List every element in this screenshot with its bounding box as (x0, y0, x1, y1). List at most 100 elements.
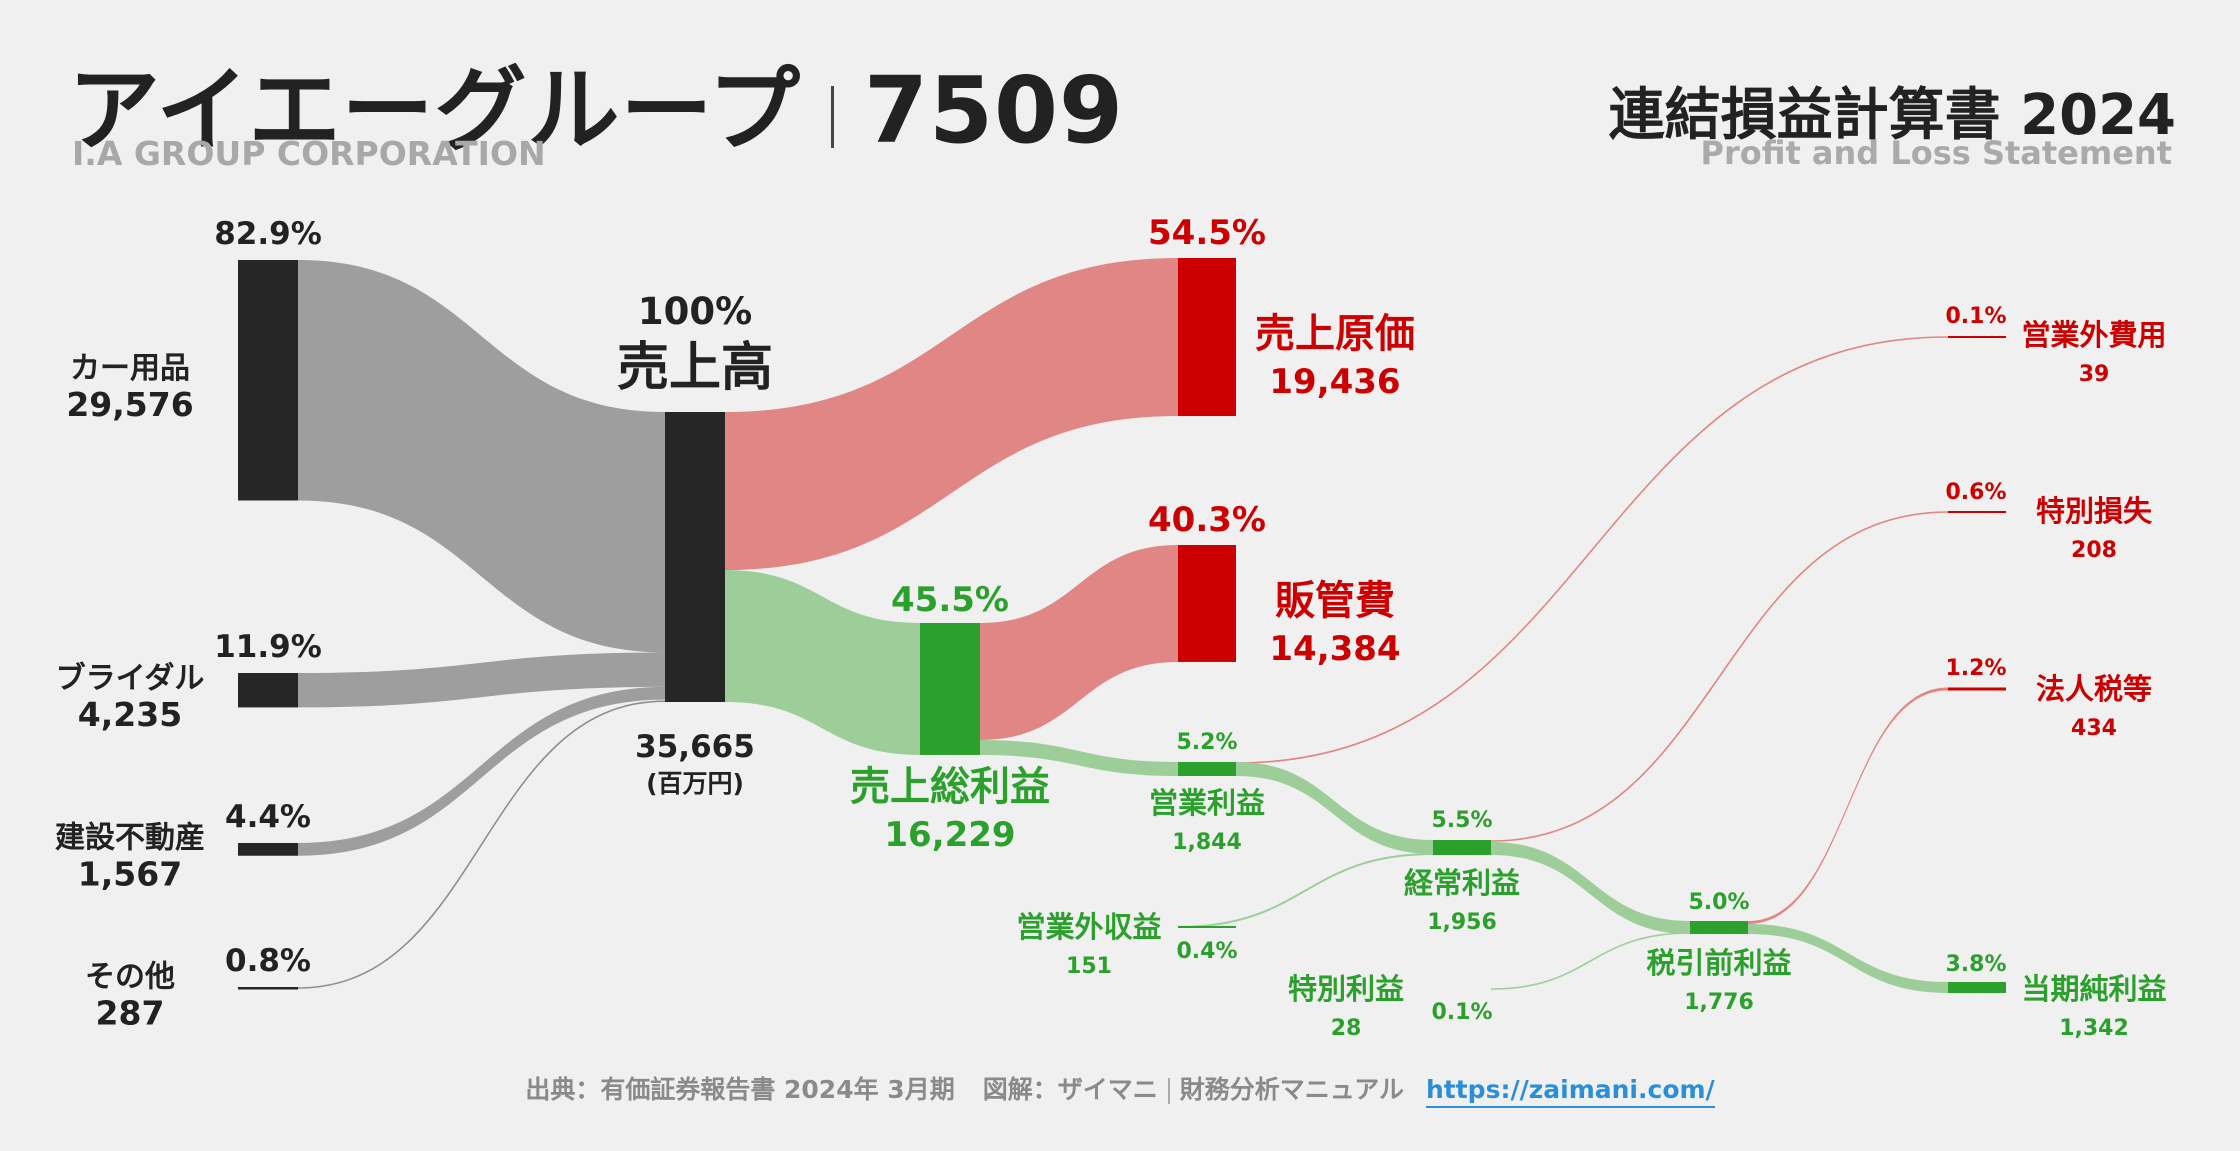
income-taxes-pct: 1.2% (1945, 656, 2006, 681)
company-english-name: I.A GROUP CORPORATION (72, 134, 546, 173)
flow-cost-of-sales (725, 258, 1178, 571)
node-extraordinary-loss (1948, 511, 2006, 513)
revenue-name: 売上高 (617, 338, 773, 398)
source-note: 出典：有価証券報告書 2024年 3月期 (525, 1075, 955, 1104)
flow-income-taxes (1748, 687, 1948, 924)
ordinary-income-name: 経常利益 (1404, 866, 1520, 900)
net-income-value: 1,342 (2059, 1016, 2129, 1041)
unit-label: (百万円) (646, 769, 744, 798)
gross-profit-pct: 45.5% (891, 580, 1009, 620)
non-operating-expenses-pct: 0.1% (1945, 304, 2006, 329)
cost-of-sales-value: 19,436 (1269, 362, 1400, 402)
non-operating-expenses-name: 営業外費用 (2021, 318, 2166, 352)
extraordinary-loss-name: 特別損失 (2036, 494, 2153, 528)
node-gross-profit (920, 623, 980, 755)
node-ordinary-income (1433, 840, 1491, 855)
ordinary-income-value: 1,956 (1427, 910, 1497, 935)
node-revenue (665, 412, 725, 702)
statement-title: 連結損益計算書 2024 (1608, 83, 2176, 148)
sga-pct: 40.3% (1148, 500, 1266, 540)
page-title: アイエーグループ 7509 (68, 36, 1124, 169)
source-name-2: 建設不動産 (55, 820, 205, 855)
site-link[interactable]: https://zaimani.com/ (1425, 1075, 1715, 1108)
node-source-1 (238, 673, 298, 708)
footer-divider (1167, 1078, 1170, 1104)
source-pct-1: 11.9% (214, 629, 322, 665)
revenue-value: 35,665 (635, 729, 755, 765)
cost-of-sales-pct: 54.5% (1148, 213, 1266, 253)
source-pct-3: 0.8% (225, 943, 311, 979)
source-pct-2: 4.4% (225, 799, 311, 835)
net-income-name: 当期純利益 (2021, 972, 2166, 1006)
node-source-3 (238, 987, 298, 990)
flow-ordinary-income (1236, 762, 1433, 854)
node-sga (1178, 545, 1236, 662)
extraordinary-income-name: 特別利益 (1288, 972, 1404, 1006)
extraordinary-loss-pct: 0.6% (1945, 480, 2006, 505)
flow-non-operating-income (1177, 853, 1434, 928)
source-value-0: 29,576 (66, 385, 193, 424)
extraordinary-income-pct: 0.1% (1431, 1000, 1492, 1025)
node-operating-income (1178, 762, 1236, 776)
pretax-income-value: 1,776 (1684, 990, 1754, 1015)
source-value-3: 287 (96, 993, 165, 1032)
flow-gross-profit (725, 570, 920, 755)
non-operating-income-name: 営業外収益 (1016, 910, 1161, 944)
node-non-operating-income (1178, 926, 1236, 928)
source-name-3: その他 (85, 959, 175, 994)
flow-extraordinary-loss (1490, 511, 1949, 842)
gross-profit-value: 16,229 (884, 815, 1015, 855)
footer: 出典：有価証券報告書 2024年 3月期 図解：ザイマニ 財務分析マニュアル http… (0, 1070, 2240, 1108)
source-value-2: 1,567 (78, 854, 182, 893)
extraordinary-loss-value: 208 (2071, 538, 2117, 563)
node-net-income (1948, 982, 2006, 993)
node-non-operating-expenses (1948, 336, 2006, 338)
gross-profit-name: 売上総利益 (850, 764, 1050, 810)
node-cost-of-sales (1178, 258, 1236, 417)
flow-extraordinary-income (1490, 932, 1691, 990)
node-extraordinary-income (1433, 988, 1491, 990)
non-operating-income-pct: 0.4% (1176, 939, 1237, 964)
source-pct-0: 82.9% (214, 216, 322, 252)
operating-income-name: 営業利益 (1149, 786, 1265, 820)
revenue-pct: 100% (638, 290, 752, 333)
flow-net-income (1748, 924, 1948, 993)
extraordinary-income-value: 28 (1331, 1016, 1362, 1041)
income-taxes-name: 法人税等 (2036, 672, 2152, 706)
statement-subtitle: Profit and Loss Statement (1700, 134, 2172, 172)
operating-income-pct: 5.2% (1176, 730, 1237, 755)
flow-source-0 (298, 260, 665, 653)
node-source-2 (238, 843, 298, 856)
stock-code: 7509 (863, 57, 1125, 164)
non-operating-expenses-value: 39 (2079, 362, 2110, 387)
flow-source-1 (298, 652, 665, 708)
ordinary-income-pct: 5.5% (1431, 808, 1492, 833)
source-name-0: カー用品 (70, 351, 190, 386)
flow-pretax-income (1491, 842, 1690, 934)
source-value-1: 4,235 (78, 695, 182, 734)
node-source-0 (238, 260, 298, 501)
sga-value: 14,384 (1269, 629, 1400, 669)
node-pretax-income (1690, 921, 1748, 934)
company-name: アイエーグループ (68, 57, 801, 164)
flow-sga (980, 545, 1178, 740)
cost-of-sales-name: 売上原価 (1255, 311, 1415, 357)
flow-non-operating-expenses (1235, 336, 1949, 764)
title-divider (830, 85, 834, 148)
net-income-pct: 3.8% (1945, 952, 2006, 977)
node-income-taxes (1948, 687, 2006, 691)
income-taxes-value: 434 (2071, 716, 2117, 741)
pretax-income-name: 税引前利益 (1646, 946, 1791, 980)
site-name: 財務分析マニュアル (1179, 1075, 1404, 1104)
flow-source-2 (298, 686, 665, 856)
sga-name: 販管費 (1275, 578, 1395, 624)
operating-income-value: 1,844 (1172, 830, 1242, 855)
source-name-1: ブライダル (56, 661, 205, 696)
flow-operating-income (980, 739, 1178, 776)
non-operating-income-value: 151 (1066, 954, 1112, 979)
pretax-income-pct: 5.0% (1688, 890, 1749, 915)
credit-note: 図解：ザイマニ (982, 1075, 1158, 1104)
flow-source-3 (297, 700, 666, 989)
